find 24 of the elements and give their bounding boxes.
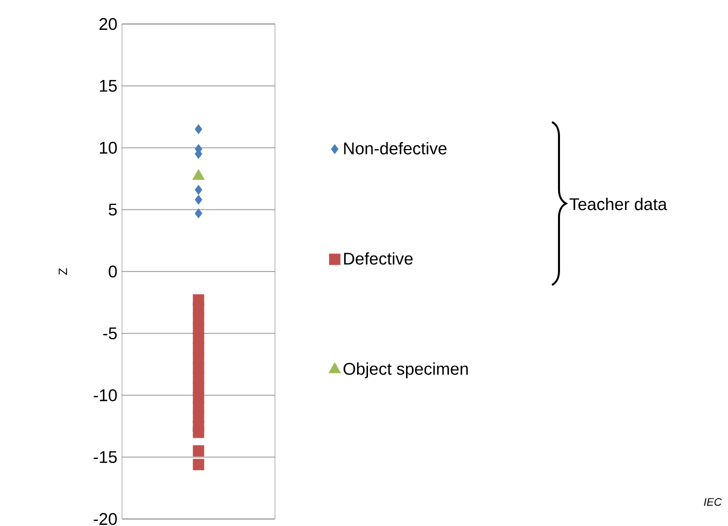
point <box>194 124 202 134</box>
y-tick-label: 15 <box>100 80 117 92</box>
point <box>192 426 204 438</box>
point <box>194 184 202 195</box>
point <box>192 458 204 470</box>
point <box>192 445 204 457</box>
text: IEC <box>704 498 722 506</box>
y-tick-label: 20 <box>100 18 117 30</box>
legend-label: Non-defective <box>344 142 447 154</box>
y-tick-label: -10 <box>94 389 117 402</box>
y-tick-label: 10 <box>100 142 117 154</box>
point <box>192 342 204 354</box>
legend-label: Object specimen <box>344 362 468 378</box>
y-tick-label: -20 <box>94 512 117 525</box>
point <box>192 392 204 404</box>
y-tick-label: 5 <box>108 204 117 216</box>
y-tick-label: -15 <box>94 451 117 464</box>
legend-label: Defective <box>344 252 413 265</box>
point <box>194 208 202 218</box>
y-tick-label: -5 <box>103 327 117 340</box>
text: Teacher data <box>570 198 668 210</box>
point <box>194 194 202 205</box>
y-axis-title: Z <box>58 268 67 275</box>
y-tick-label: 0 <box>108 265 117 278</box>
